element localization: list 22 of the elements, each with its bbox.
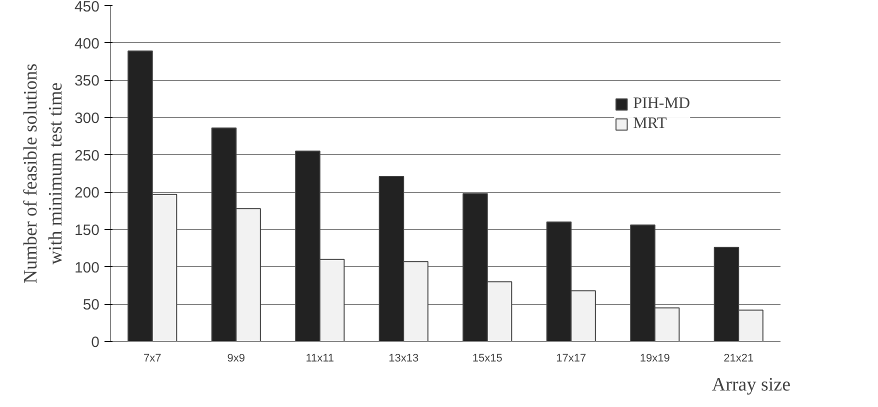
x-tick-label: 7x7	[144, 352, 162, 364]
y-tick-label: 200	[74, 184, 100, 202]
legend-label: PIH-MD	[633, 95, 690, 113]
x-tick-label: 9x9	[227, 352, 246, 364]
x-tick-label: 11x11	[306, 352, 334, 364]
y-axis-title: Number of feasible solutions with minimum test time	[20, 63, 66, 284]
x-tick-label: 17x17	[556, 352, 586, 364]
legend-label: MRT	[633, 115, 667, 133]
x-tick-label: 15x15	[472, 352, 502, 364]
y-tick-label: 350	[74, 72, 100, 90]
y-tick-label: 250	[74, 147, 100, 164]
y-tick-label: 400	[74, 35, 100, 52]
x-tick-label: 21x21	[724, 352, 754, 364]
x-tick-label: 13x13	[388, 352, 419, 364]
y-tick-label: 300	[74, 110, 100, 127]
y-tick-label: 150	[74, 222, 100, 239]
x-axis-title: Array size	[712, 374, 791, 396]
y-tick-label: 0	[91, 334, 100, 351]
x-tick-label: 19x19	[640, 352, 670, 364]
y-tick-label: 100	[74, 259, 100, 276]
y-tick-label: 50	[82, 296, 100, 314]
y-tick-label: 450	[74, 0, 100, 16]
